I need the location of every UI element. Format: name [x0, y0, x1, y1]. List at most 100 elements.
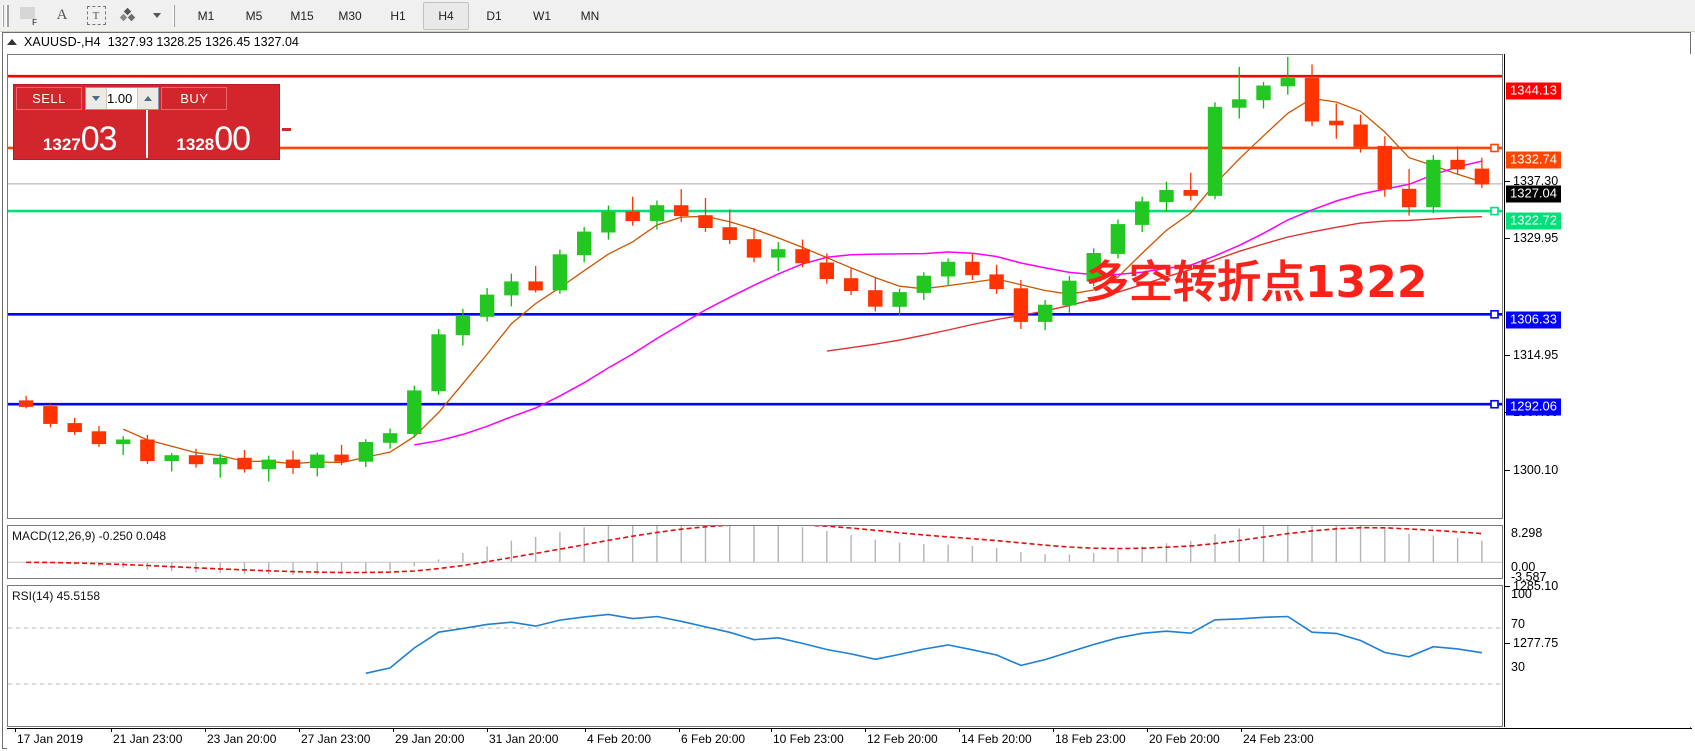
candle-body: [1329, 120, 1344, 126]
candle-body: [1353, 124, 1368, 147]
timeframe-d1[interactable]: D1: [486, 8, 502, 23]
toolbar-separator: [171, 4, 178, 27]
line-handle[interactable]: [1490, 206, 1499, 216]
time-axis-tick-mark: [111, 729, 112, 732]
price-chart-pane[interactable]: [7, 54, 1503, 519]
candle-body: [1159, 189, 1174, 203]
candle-body: [601, 211, 616, 233]
candle-body: [674, 205, 689, 217]
time-axis-tick-mark: [299, 729, 300, 732]
candle-body: [310, 454, 325, 469]
price-tag-resistance-1344[interactable]: 1344.13: [1506, 82, 1561, 100]
macd-indicator-label: MACD(12,26,9) -0.250 0.048: [12, 529, 170, 543]
candle-body: [237, 457, 252, 470]
candle-body: [431, 334, 446, 392]
price-tag-resistance-1332[interactable]: 1332.74: [1506, 151, 1561, 169]
line-handle[interactable]: [1490, 310, 1499, 319]
timeframe-m15[interactable]: M15: [290, 8, 314, 23]
price-tag-support-1292[interactable]: 1292.06: [1506, 398, 1561, 416]
candle-body: [67, 423, 82, 433]
toolbar-drag-handle[interactable]: [2, 4, 9, 27]
time-axis-tick-label: 24 Feb 23:00: [1243, 732, 1314, 746]
candle-body: [771, 249, 786, 258]
candle-body: [18, 400, 34, 407]
timeframe-m30[interactable]: M30: [338, 8, 362, 23]
moving-average-line: [827, 217, 1482, 351]
time-axis[interactable]: 17 Jan 2019 21 Jan 23:00 23 Jan 20:00 27 Ja…: [7, 728, 1692, 749]
timeframe-m5[interactable]: M5: [245, 8, 263, 23]
restore-window-icon[interactable]: [7, 38, 17, 45]
line-handle[interactable]: [1490, 399, 1499, 409]
crosshair-f-icon[interactable]: F: [12, 2, 44, 30]
candle-body: [843, 278, 859, 292]
sell-price[interactable]: 1327 03: [14, 110, 148, 158]
indicator-axis-tick: 100: [1511, 587, 1532, 601]
trade-panel-controls: SELL 1.00 BUY: [14, 85, 279, 110]
time-axis-tick-mark: [487, 729, 488, 732]
timeframe-w1[interactable]: W1: [533, 8, 551, 23]
timeframe-m1[interactable]: M1: [197, 8, 215, 23]
timeframe-h1[interactable]: H1: [390, 8, 406, 23]
time-axis-tick-mark: [679, 729, 680, 732]
sell-price-pips: 03: [80, 120, 118, 158]
chart-ohlc-values: 1327.93 1328.25 1326.45 1327.04: [107, 34, 299, 49]
price-axis[interactable]: 1337.301329.951314.951307.601300.101285.…: [1504, 54, 1692, 727]
text-label-icon[interactable]: A: [46, 2, 78, 30]
chart-header: XAUUSD-,H4 1327.93 1328.25 1326.45 1327.…: [3, 33, 1690, 50]
candle-body: [261, 459, 277, 470]
price-axis-tick: 1277.75: [1505, 636, 1558, 650]
volume-decrease-icon[interactable]: [86, 87, 107, 109]
buy-button[interactable]: BUY: [161, 86, 228, 110]
volume-increase-icon[interactable]: [137, 87, 159, 109]
chevron-down-icon[interactable]: [148, 2, 166, 30]
one-click-trade-panel[interactable]: SELL 1.00 BUY 1327 03 1328 00: [14, 85, 291, 159]
sell-price-prefix: 1327: [42, 135, 81, 154]
sell-button[interactable]: SELL: [16, 86, 82, 110]
candle-body: [698, 215, 713, 229]
candle-body: [819, 262, 835, 279]
buy-price[interactable]: 1328 00: [148, 110, 291, 158]
candle-body: [989, 274, 1004, 290]
text-box-icon[interactable]: T: [80, 2, 112, 30]
candle-body: [140, 439, 155, 462]
time-axis-tick-mark: [1241, 729, 1242, 732]
candle-body: [1232, 99, 1247, 108]
time-axis-tick-mark: [1147, 729, 1148, 732]
candle-body: [965, 261, 980, 276]
time-axis-tick-mark: [393, 729, 394, 732]
time-axis-tick-mark: [959, 729, 960, 732]
chart-symbol-label: XAUUSD-,H4: [24, 34, 101, 49]
candle-body: [1377, 145, 1393, 190]
macd-pane[interactable]: [7, 525, 1503, 579]
candle-body: [479, 294, 495, 317]
timeframe-mn[interactable]: MN: [580, 8, 600, 23]
time-axis-tick-label: 23 Jan 20:00: [207, 732, 277, 746]
price-tag-support-1306[interactable]: 1306.33: [1506, 311, 1561, 329]
time-axis-tick-mark: [585, 729, 586, 732]
candle-body: [212, 457, 228, 465]
candle-body: [407, 390, 422, 434]
time-axis-tick-label: 10 Feb 23:00: [773, 732, 844, 746]
volume-stepper[interactable]: 1.00: [85, 86, 160, 110]
timeframe-h4[interactable]: H4: [423, 1, 469, 30]
price-axis-tick: 1285.10: [1505, 579, 1558, 593]
indicator-axis-tick: 30: [1511, 660, 1525, 674]
letter-t-glyph: T: [86, 6, 106, 25]
candle-body: [116, 439, 131, 445]
shapes-icon[interactable]: [114, 2, 146, 30]
time-axis-tick-mark: [865, 729, 866, 732]
line-handle[interactable]: [1490, 143, 1499, 153]
price-chart-svg: [8, 55, 1502, 518]
price-axis-tick: 1314.95: [1505, 348, 1558, 362]
rsi-pane[interactable]: [7, 585, 1503, 727]
time-axis-tick-label: 29 Jan 20:00: [395, 732, 465, 746]
time-axis-tick-mark: [1053, 729, 1054, 732]
candle-body: [868, 290, 883, 307]
candle-body: [43, 406, 58, 424]
candle-body: [504, 281, 519, 296]
price-tag-current-1327[interactable]: 1327.04: [1506, 185, 1561, 203]
volume-input[interactable]: 1.00: [107, 90, 133, 106]
time-axis-tick-label: 12 Feb 20:00: [867, 732, 938, 746]
price-tag-support-1322[interactable]: 1322.72: [1506, 212, 1561, 230]
candle-body: [1183, 189, 1198, 196]
